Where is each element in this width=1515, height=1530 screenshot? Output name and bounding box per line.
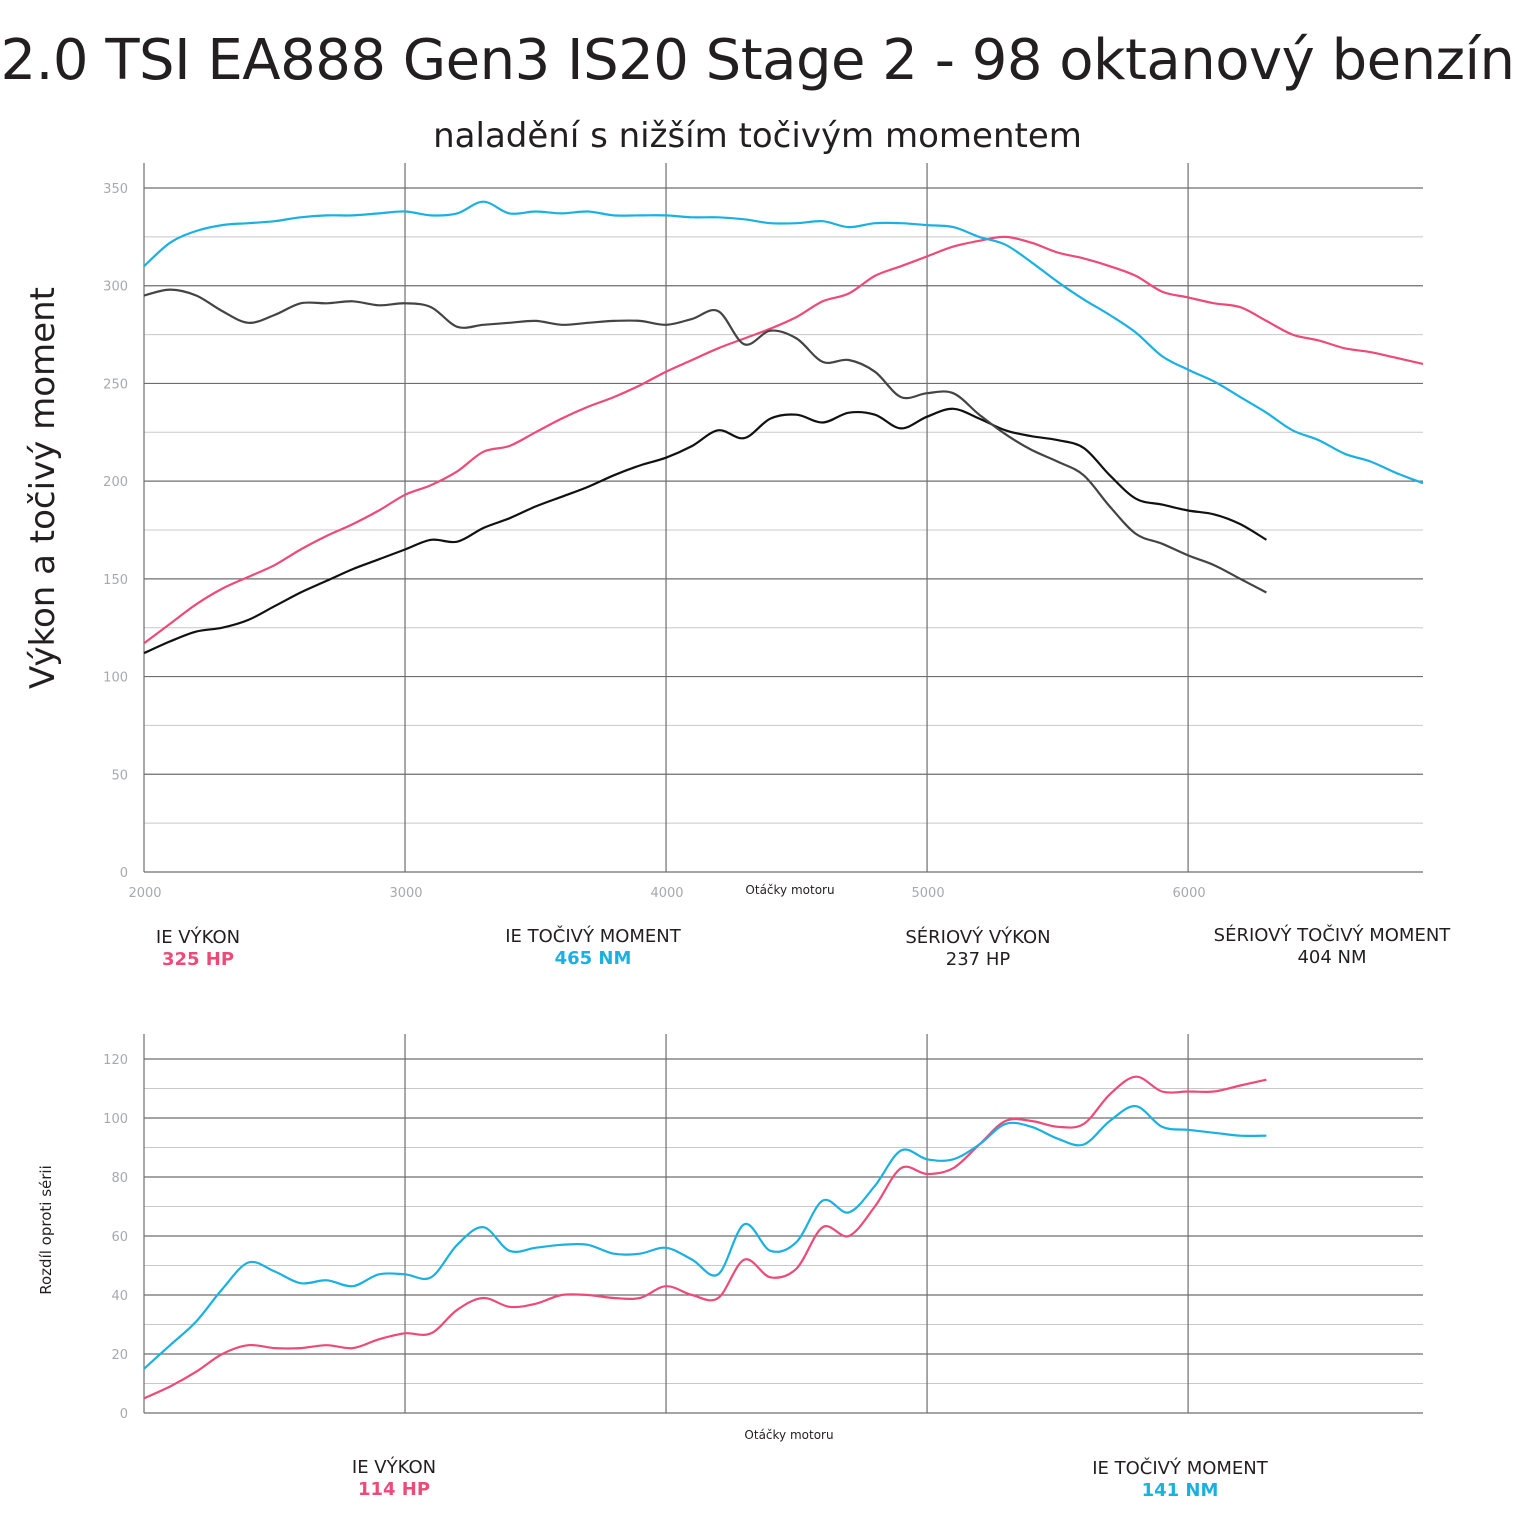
top-chart-ytick-label: 50 xyxy=(111,768,128,783)
legend-ie-torque-label: IE TOČIVÝ MOMENT xyxy=(505,926,681,947)
top-chart-ytick-label: 200 xyxy=(103,475,128,490)
bottom-chart-ylabel: Rozdíl oproti sérii xyxy=(37,1165,55,1295)
bottom-chart-ytick-label: 80 xyxy=(111,1171,128,1186)
legend-stock-power-value: 237 HP xyxy=(945,949,1011,970)
top-chart-xtick-label: 6000 xyxy=(1173,886,1206,901)
legend-ie-torque: IE TOČIVÝ MOMENT 465 NM xyxy=(478,926,708,970)
top-chart-series-ie-v-kon xyxy=(143,235,1424,645)
legend-bottom-ie-torque-label: IE TOČIVÝ MOMENT xyxy=(1092,1458,1268,1479)
bottom-chart-series xyxy=(143,1075,1267,1400)
bottom-chart-ytick-label: 40 xyxy=(111,1289,128,1304)
top-chart-xlabel: Otáčky motoru xyxy=(745,883,834,897)
legend-stock-torque-label: SÉRIOVÝ TOČIVÝ MOMENT xyxy=(1213,925,1451,946)
bottom-chart-xlabel: Otáčky motoru xyxy=(744,1428,833,1442)
top-chart-xtick-label: 3000 xyxy=(389,886,422,901)
legend-bottom-ie-torque: IE TOČIVÝ MOMENT 141 NM xyxy=(1065,1458,1295,1502)
top-chart-ylabel: Výkon a točivý moment xyxy=(23,287,63,689)
legend-ie-power-value: 325 HP xyxy=(161,949,235,970)
top-chart-ytick-label: 250 xyxy=(103,377,128,392)
top-chart-xtick-label: 2000 xyxy=(128,886,161,901)
legend-bottom-ie-power-label: IE VÝKON xyxy=(351,1457,437,1478)
bottom-chart-ytick-label: 60 xyxy=(111,1230,128,1245)
top-chart-series-ie-to-iv-moment xyxy=(143,200,1424,485)
bottom-chart-grid: 0 20 40 60 80 100 120 xyxy=(103,1034,1423,1422)
legend-bottom-ie-power-value: 114 HP xyxy=(357,1479,431,1500)
bottom-chart-series-ie-to-iv-moment xyxy=(143,1105,1267,1370)
top-chart-grid: 0 50 100 150 200 250 300 350 2000 3000 4000 5000 600… xyxy=(103,163,1423,901)
legend-bottom-ie-power: IE VÝKON 114 HP xyxy=(314,1457,474,1501)
bottom-chart-ytick-label: 20 xyxy=(111,1348,128,1363)
top-chart-ytick-label: 300 xyxy=(103,280,128,295)
bottom-chart-ytick-label: 120 xyxy=(103,1053,128,1068)
legend-ie-power: IE VÝKON 325 HP xyxy=(118,927,278,971)
legend-stock-torque: SÉRIOVÝ TOČIVÝ MOMENT 404 NM xyxy=(1192,925,1472,969)
top-chart-ytick-label: 350 xyxy=(103,182,128,197)
legend-bottom-ie-torque-value: 141 NM xyxy=(1141,1480,1219,1501)
top-chart-series-s-riov-v-kon xyxy=(143,407,1267,655)
top-chart-series-s-riov-to-iv-moment xyxy=(143,288,1267,594)
bottom-chart-ytick-label: 100 xyxy=(103,1112,128,1127)
page-title: 2.0 TSI EA888 Gen3 IS20 Stage 2 - 98 okt… xyxy=(0,28,1515,93)
top-chart-series xyxy=(143,200,1424,655)
bottom-chart-series-ie-v-kon xyxy=(143,1075,1267,1400)
page-subtitle: naladění s nižším točivým momentem xyxy=(433,116,1082,156)
top-chart-xtick-label: 5000 xyxy=(912,886,945,901)
top-chart-ytick-label: 100 xyxy=(103,671,128,686)
top-chart-ytick-label: 150 xyxy=(103,573,128,588)
legend-ie-power-label: IE VÝKON xyxy=(155,927,241,948)
legend-stock-power: SÉRIOVÝ VÝKON 237 HP xyxy=(878,927,1078,971)
legend-ie-torque-value: 465 NM xyxy=(554,948,632,969)
top-chart-xtick-label: 4000 xyxy=(650,886,683,901)
top-chart-ytick-label: 0 xyxy=(120,866,128,881)
bottom-chart-ytick-label: 0 xyxy=(120,1407,128,1422)
legend-stock-power-label: SÉRIOVÝ VÝKON xyxy=(905,927,1051,948)
legend-stock-torque-value: 404 NM xyxy=(1297,947,1367,968)
